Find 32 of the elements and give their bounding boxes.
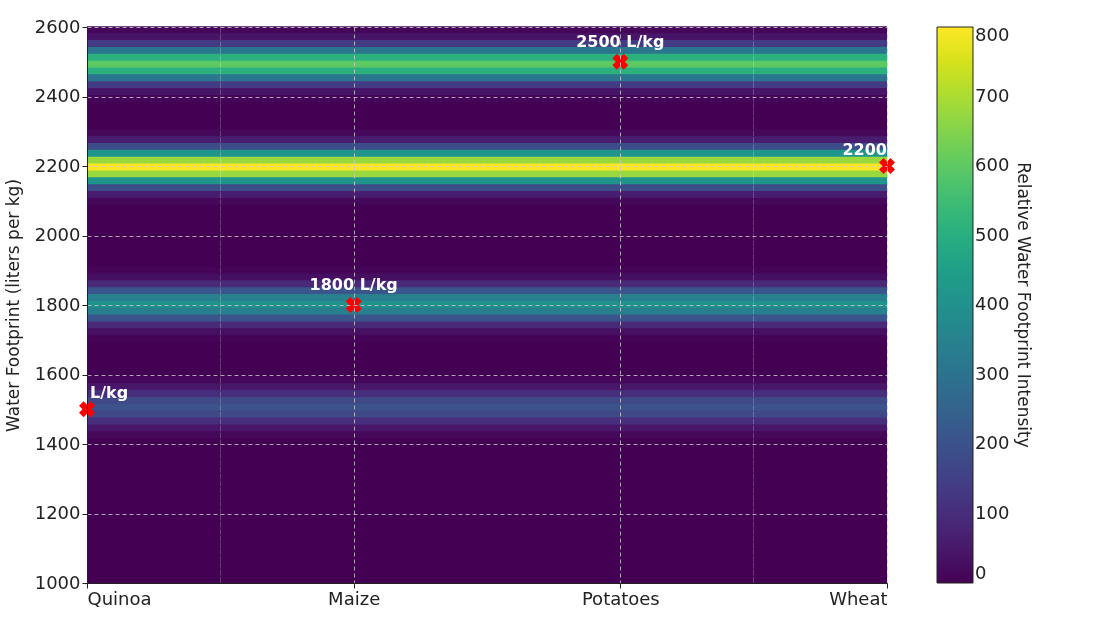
annotation: 2500 L/kg: [576, 31, 665, 51]
point: [879, 158, 895, 174]
color-bar-label: 500: [975, 223, 1010, 245]
color-bar-label: 300: [975, 362, 1010, 384]
x-tick-label: Quinoa: [87, 587, 152, 609]
color-bar-title: Relative Water Footprint Intensity: [1014, 162, 1034, 448]
point: [612, 53, 629, 70]
annotation: 2200: [842, 140, 887, 159]
y-tick-label: 1200: [34, 502, 81, 523]
y-tick-label: 1400: [34, 432, 81, 454]
y-tick-label: 1800: [34, 293, 81, 315]
x-tick-label: Wheat: [829, 587, 888, 609]
y-tick-label: 2400: [34, 85, 81, 106]
y-tick-label: 2600: [34, 15, 81, 37]
y-tick-label: 1000: [34, 571, 81, 593]
color-bar-label: 0: [975, 562, 987, 583]
y-tick-label: 2000: [34, 224, 81, 245]
color-bar-label: 600: [975, 154, 1010, 175]
annotation: 1800 L/kg: [309, 275, 398, 294]
x-tick-label: Potatoes: [581, 587, 660, 609]
color-bar-label: 400: [975, 293, 1010, 314]
annotation: L/kg: [90, 383, 129, 403]
color-bar-label: 100: [975, 501, 1010, 523]
y-tick-label: 2200: [34, 154, 81, 176]
color-bar-label: 200: [975, 432, 1010, 453]
color-bar-label: 800: [975, 24, 1010, 45]
point: [79, 401, 95, 418]
y-axis-title: Water Footprint (liters per kg): [2, 178, 23, 433]
x-tick-label: Maize: [328, 587, 381, 609]
point: [345, 297, 362, 313]
color-bar-label: 700: [975, 84, 1010, 106]
y-tick-label: 1600: [34, 363, 81, 384]
